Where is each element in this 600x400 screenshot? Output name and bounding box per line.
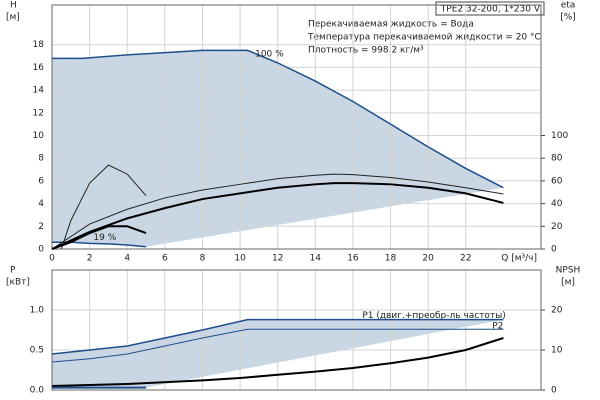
x-tick-label: 10 (234, 254, 246, 264)
y-tick-label: 14 (33, 86, 45, 96)
curve (52, 49, 504, 189)
y-tick-label: 10 (33, 131, 45, 141)
x-tick-label: 0 (49, 254, 55, 264)
x-tick-label: 4 (124, 254, 130, 264)
x-tick-label: 16 (347, 254, 359, 264)
model: TPE2 32-200, 1*230 V (440, 5, 541, 15)
y-tick-label: 0.0 (30, 386, 45, 396)
curve-label: P2 (492, 322, 503, 332)
y-tick-label: 0.5 (30, 346, 44, 356)
y2-axis-unit: [%] (560, 13, 576, 23)
y2-axis-label: eta (561, 1, 576, 11)
x-tick-label: 18 (385, 254, 397, 264)
curve (51, 318, 504, 355)
y-tick-label: 6 (38, 176, 44, 186)
curve (51, 182, 504, 250)
y-tick-label: 12 (33, 108, 44, 118)
plot-frame (51, 4, 542, 250)
y2-tick-label: 100 (551, 131, 568, 141)
y2-axis-label: NPSH (556, 266, 581, 276)
curve-label: 100 % (255, 49, 284, 59)
x-tick-label: 20 (422, 254, 434, 264)
y2-axis-unit: [м] (561, 278, 575, 288)
y-tick-label: 8 (38, 154, 44, 164)
y-tick-label: 18 (33, 40, 45, 50)
note: Температура перекачиваемой жидкости = 20… (307, 33, 541, 43)
y2-tick-label: 60 (551, 176, 563, 186)
curve (51, 328, 504, 363)
y-axis-unit: [м] (6, 13, 20, 23)
curve (51, 173, 504, 250)
x-tick-label: 12 (272, 254, 283, 264)
curve (51, 225, 147, 250)
x-tick-label: 8 (200, 254, 206, 264)
y-tick-label: 16 (33, 63, 45, 73)
y-tick-label: 1.0 (30, 306, 45, 316)
x-tick-label: 2 (87, 254, 93, 264)
x-tick-label: 6 (162, 254, 168, 264)
plot-frame (51, 269, 542, 391)
y2-tick-label: 20 (551, 306, 563, 316)
x-tick-label: 22 (460, 254, 471, 264)
curve-label: P1 (двиг.+преобр-ль частоты) (362, 311, 506, 321)
y2-tick-label: 40 (551, 199, 563, 209)
y-tick-label: 0 (38, 245, 44, 255)
y-axis-unit: [кВт] (6, 278, 30, 288)
curve-label: 19 % (93, 233, 116, 243)
note: Плотность = 998.2 кг/м³ (308, 46, 424, 56)
y-axis-label: H (10, 1, 17, 11)
x-axis-label: Q [м³/ч] (501, 254, 537, 264)
y2-tick-label: 0 (551, 386, 557, 396)
y2-tick-label: 20 (551, 222, 563, 232)
y2-tick-label: 10 (551, 346, 563, 356)
x-tick-label: 14 (310, 254, 322, 264)
y-tick-label: 4 (38, 199, 44, 209)
curve (60, 164, 147, 250)
y-axis-label: P (10, 266, 16, 276)
y2-tick-label: 80 (551, 154, 563, 164)
y2-tick-label: 0 (551, 245, 557, 255)
curve (51, 337, 504, 387)
y-tick-label: 2 (38, 222, 44, 232)
